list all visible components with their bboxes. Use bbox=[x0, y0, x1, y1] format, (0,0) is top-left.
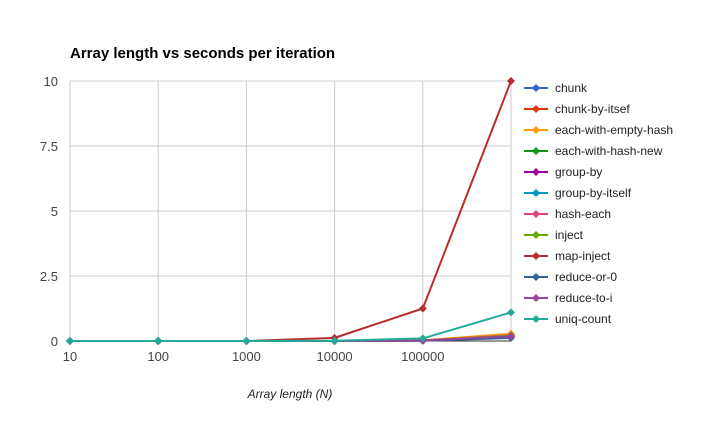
legend-swatch-marker bbox=[532, 168, 540, 176]
legend-label: chunk bbox=[555, 81, 588, 95]
legend-label: map-inject bbox=[555, 249, 611, 263]
y-tick-label: 0 bbox=[51, 334, 58, 349]
series-lines bbox=[66, 77, 515, 345]
legend-swatch-marker bbox=[532, 126, 540, 134]
x-tick-label: 10000 bbox=[317, 349, 353, 364]
data-point bbox=[507, 77, 515, 85]
legend-item-map-inject[interactable]: map-inject bbox=[524, 249, 611, 263]
legend-label: hash-each bbox=[555, 207, 611, 221]
legend[interactable]: chunk chunk-by-itsef each-with-empty-hash e… bbox=[524, 81, 673, 326]
legend-swatch-marker bbox=[532, 273, 540, 281]
legend-swatch-marker bbox=[532, 231, 540, 239]
y-tick-label: 2.5 bbox=[40, 269, 58, 284]
legend-item-each-with-empty-hash[interactable]: each-with-empty-hash bbox=[524, 123, 673, 137]
legend-swatch-marker bbox=[532, 189, 540, 197]
series-line bbox=[70, 311, 512, 342]
legend-item-hash-each[interactable]: hash-each bbox=[524, 207, 611, 221]
legend-item-chunk[interactable]: chunk bbox=[524, 81, 588, 95]
legend-label: reduce-to-i bbox=[555, 291, 612, 305]
data-point bbox=[418, 304, 427, 313]
legend-label: group-by-itself bbox=[555, 186, 632, 200]
legend-label: each-with-hash-new bbox=[555, 144, 663, 158]
legend-swatch-marker bbox=[532, 147, 540, 155]
legend-label: inject bbox=[555, 228, 584, 242]
legend-swatch-marker bbox=[532, 294, 540, 302]
legend-swatch-marker bbox=[532, 315, 540, 323]
data-point bbox=[418, 334, 427, 343]
legend-swatch-marker bbox=[532, 105, 540, 113]
x-tick-label: 10 bbox=[63, 349, 77, 364]
legend-swatch-marker bbox=[532, 252, 540, 260]
legend-item-uniq-count[interactable]: uniq-count bbox=[524, 312, 612, 326]
series-uniq-count bbox=[66, 308, 515, 345]
x-tick-label: 1000 bbox=[232, 349, 261, 364]
chart-title: Array length vs seconds per iteration bbox=[70, 45, 335, 62]
legend-swatch-marker bbox=[532, 84, 540, 92]
legend-item-reduce-to-i[interactable]: reduce-to-i bbox=[524, 291, 612, 305]
legend-item-group-by-itself[interactable]: group-by-itself bbox=[524, 186, 632, 200]
legend-label: reduce-or-0 bbox=[555, 270, 617, 284]
legend-label: group-by bbox=[555, 165, 602, 179]
legend-item-chunk-by-itsef[interactable]: chunk-by-itsef bbox=[524, 102, 630, 116]
legend-item-inject[interactable]: inject bbox=[524, 228, 584, 242]
data-point bbox=[507, 308, 515, 317]
legend-label: chunk-by-itsef bbox=[555, 102, 630, 116]
data-point bbox=[330, 336, 339, 345]
gridlines bbox=[69, 80, 512, 342]
y-tick-label: 10 bbox=[44, 74, 58, 89]
legend-label: each-with-empty-hash bbox=[555, 123, 673, 137]
x-axis-label: Array length (N) bbox=[247, 387, 333, 401]
data-point bbox=[507, 332, 515, 341]
y-tick-label: 7.5 bbox=[40, 139, 58, 154]
legend-item-each-with-hash-new[interactable]: each-with-hash-new bbox=[524, 144, 663, 158]
x-tick-label: 100 bbox=[147, 349, 169, 364]
legend-item-group-by[interactable]: group-by bbox=[524, 165, 602, 179]
data-point bbox=[242, 337, 251, 345]
legend-label: uniq-count bbox=[555, 312, 612, 326]
x-tick-label: 100000 bbox=[401, 349, 444, 364]
y-tick-label: 5 bbox=[51, 204, 58, 219]
legend-item-reduce-or-0[interactable]: reduce-or-0 bbox=[524, 270, 617, 284]
data-point bbox=[154, 337, 163, 345]
tick-labels: 0 2.5 5 7.5 10 10 100 1000 10000 100000 bbox=[40, 74, 445, 364]
data-point bbox=[66, 337, 74, 345]
legend-swatch-marker bbox=[532, 210, 540, 218]
